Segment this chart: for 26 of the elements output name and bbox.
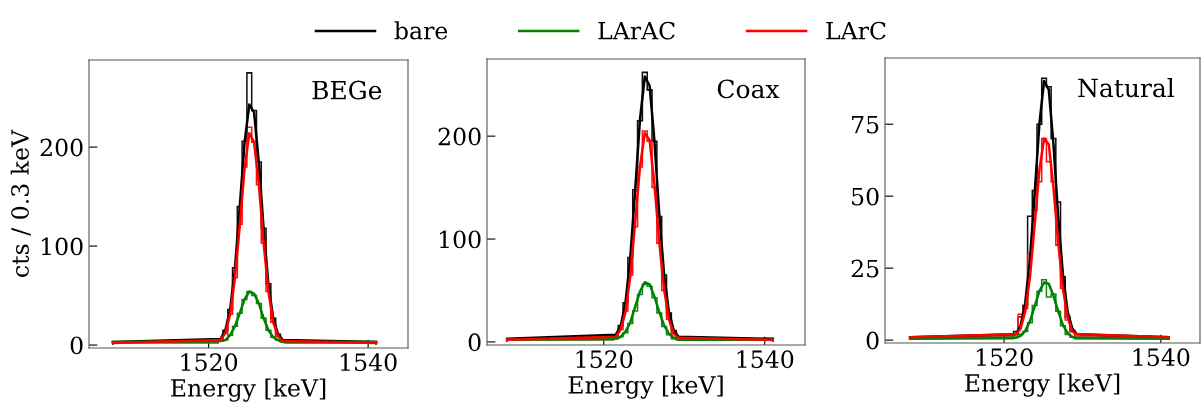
annotation: Coax bbox=[717, 79, 780, 99]
x-tick-label: 1520 bbox=[576, 350, 633, 369]
y-tick-label: 75 bbox=[852, 115, 879, 134]
x-tick-label: 1520 bbox=[181, 353, 238, 372]
y-tick-label: 100 bbox=[439, 230, 481, 249]
y-axis-title: cts / 0.3 keV bbox=[10, 129, 31, 277]
x-axis-title: Energy [keV] bbox=[568, 375, 723, 399]
annotation: Natural bbox=[1078, 77, 1175, 98]
y-tick-label: 200 bbox=[438, 127, 481, 146]
x-axis-title: Energy [keV] bbox=[965, 373, 1120, 397]
y-tick-label: 25 bbox=[851, 259, 879, 278]
annotation: BEGe bbox=[312, 80, 382, 100]
legend-label: bare bbox=[394, 21, 448, 40]
y-tick-label: 200 bbox=[40, 138, 83, 157]
y-tick-label: 50 bbox=[852, 187, 879, 206]
y-tick-label: 0 bbox=[866, 331, 879, 350]
x-tick-label: 1540 bbox=[737, 350, 794, 369]
legend-label: LArC bbox=[826, 21, 886, 40]
x-axis-title: Energy [keV] bbox=[171, 378, 326, 402]
x-tick-label: 1540 bbox=[340, 353, 397, 372]
x-tick-label: 1520 bbox=[976, 348, 1033, 367]
x-tick-label: 1540 bbox=[1133, 348, 1190, 367]
y-tick-label: 100 bbox=[41, 237, 83, 256]
legend-label: LArAC bbox=[598, 21, 675, 40]
y-tick-label: 0 bbox=[70, 336, 83, 355]
y-tick-label: 0 bbox=[468, 333, 481, 352]
